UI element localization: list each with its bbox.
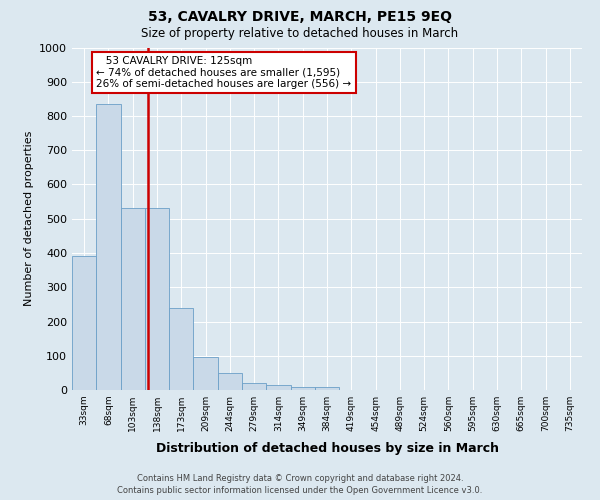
Bar <box>315 386 339 390</box>
Bar <box>72 256 96 390</box>
Bar <box>193 358 218 390</box>
Bar <box>266 385 290 390</box>
Bar <box>96 104 121 390</box>
Y-axis label: Number of detached properties: Number of detached properties <box>23 131 34 306</box>
Bar <box>290 386 315 390</box>
Bar <box>242 383 266 390</box>
Text: 53, CAVALRY DRIVE, MARCH, PE15 9EQ: 53, CAVALRY DRIVE, MARCH, PE15 9EQ <box>148 10 452 24</box>
Text: 53 CAVALRY DRIVE: 125sqm
← 74% of detached houses are smaller (1,595)
26% of sem: 53 CAVALRY DRIVE: 125sqm ← 74% of detach… <box>96 56 352 90</box>
Text: Size of property relative to detached houses in March: Size of property relative to detached ho… <box>142 28 458 40</box>
Bar <box>218 373 242 390</box>
X-axis label: Distribution of detached houses by size in March: Distribution of detached houses by size … <box>155 442 499 456</box>
Bar <box>121 208 145 390</box>
Bar <box>169 308 193 390</box>
Bar <box>145 208 169 390</box>
Text: Contains HM Land Registry data © Crown copyright and database right 2024.
Contai: Contains HM Land Registry data © Crown c… <box>118 474 482 495</box>
